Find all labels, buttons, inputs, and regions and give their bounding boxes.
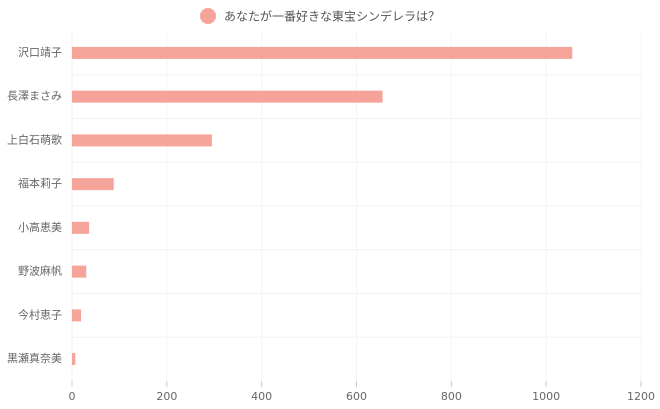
bar: [72, 46, 573, 59]
x-tick-label: 200: [156, 390, 177, 403]
x-tick-label: 0: [69, 390, 76, 403]
bar: [72, 90, 383, 103]
y-tick-label: 小高恵美: [18, 220, 62, 234]
legend-label[interactable]: あなたが一番好きな東宝シンデレラは？: [224, 9, 440, 24]
y-tick-label: 野波麻帆: [18, 264, 62, 278]
legend-swatch[interactable]: [200, 8, 216, 24]
bar: [72, 221, 90, 234]
y-tick-label: 沢口靖子: [18, 45, 62, 59]
y-tick-label: 上白石萌歌: [7, 132, 62, 146]
x-tick-label: 1200: [627, 390, 655, 403]
bar: [72, 309, 82, 322]
bar: [72, 265, 87, 278]
y-tick-label: 今村恵子: [18, 307, 62, 321]
x-tick-label: 1000: [532, 390, 560, 403]
x-tick-label: 600: [346, 390, 367, 403]
y-tick-label: 長澤まさみ: [7, 90, 62, 103]
bar: [72, 178, 114, 191]
x-tick-label: 800: [441, 390, 462, 403]
y-tick-label: 福本莉子: [18, 176, 62, 190]
bar: [72, 134, 212, 147]
bar: [72, 353, 76, 366]
x-tick-label: 400: [251, 390, 272, 403]
y-tick-label: 黒瀬真奈美: [7, 351, 62, 365]
